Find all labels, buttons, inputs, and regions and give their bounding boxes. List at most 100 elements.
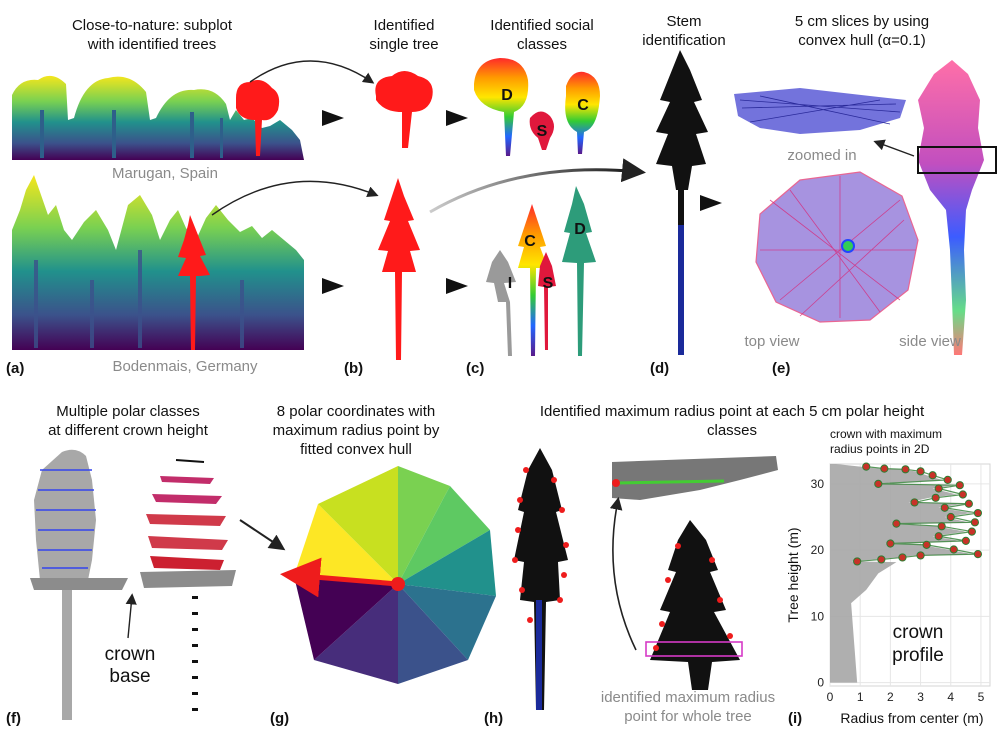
panel-i-label: (i) bbox=[788, 710, 802, 727]
panel-a-title-line2: with identified trees bbox=[87, 36, 216, 53]
crown-base-label-line2: base bbox=[109, 666, 150, 687]
class-label-c-bottom: C bbox=[524, 233, 536, 250]
y-axis-label: Tree height (m) bbox=[785, 527, 801, 622]
max-radius-point bbox=[886, 539, 895, 548]
max-radius-point bbox=[970, 518, 980, 527]
single-tree-conifer bbox=[378, 178, 420, 360]
curved-arrow-b-to-d bbox=[429, 158, 646, 214]
max-radius-point bbox=[934, 532, 943, 541]
class-tree-suppressed-top bbox=[529, 111, 554, 150]
arrow-d-e bbox=[700, 195, 722, 211]
max-radius-point bbox=[916, 551, 925, 560]
max-radius-point bbox=[901, 465, 910, 474]
polar-tree-stem bbox=[62, 580, 72, 720]
class-label-c-top: C bbox=[577, 97, 589, 114]
max-radius-point bbox=[958, 490, 967, 499]
class-tree-dominant-bottom bbox=[562, 186, 596, 356]
max-radius-point bbox=[877, 555, 886, 564]
note-line1: identified maximum radius bbox=[601, 689, 775, 706]
top-view-label: top view bbox=[744, 333, 799, 350]
panel-h: Identified maximum radius point at each … bbox=[484, 403, 925, 727]
x-tick-label: 5 bbox=[978, 690, 985, 704]
max-radius-point bbox=[943, 475, 952, 485]
max-radius-point bbox=[862, 462, 871, 471]
x-tick-label: 4 bbox=[947, 690, 954, 704]
panel-c: Identified social classes D S C C D I S … bbox=[466, 17, 600, 377]
arrow-b-c-top bbox=[446, 110, 468, 126]
slice-max-radius-line bbox=[615, 479, 725, 485]
stem-identified bbox=[678, 225, 684, 355]
panel-f-label: (f) bbox=[6, 710, 21, 727]
slice-side-pointcloud bbox=[612, 456, 778, 500]
marugan-canopy-pointcloud bbox=[12, 75, 304, 160]
panel-a-label: (a) bbox=[6, 360, 24, 377]
max-radius-arrow bbox=[280, 557, 399, 598]
panel-c-title-line1: Identified social bbox=[490, 17, 593, 34]
bodenmais-forest-pointcloud bbox=[12, 175, 304, 350]
tall-tree-stem bbox=[536, 600, 542, 710]
panel-g-title-line2: maximum radius point by bbox=[273, 422, 440, 439]
bodenmais-identified-tree bbox=[178, 215, 210, 350]
polar-center-point bbox=[391, 577, 405, 591]
class-label-i: I bbox=[508, 275, 512, 292]
y-tick-label: 20 bbox=[811, 543, 825, 557]
max-radius-point bbox=[898, 553, 907, 562]
max-radius-point bbox=[973, 550, 983, 559]
x-tick-label: 2 bbox=[887, 690, 894, 704]
side-view-label: side view bbox=[899, 333, 961, 350]
arrow-a-b-top bbox=[322, 110, 344, 126]
panel-g-title-line1: 8 polar coordinates with bbox=[277, 403, 435, 420]
x-tick-label: 1 bbox=[857, 690, 864, 704]
max-radius-point bbox=[973, 508, 983, 518]
class-label-s-bottom: S bbox=[543, 275, 554, 292]
panel-e-title-line2: convex hull (α=0.1) bbox=[798, 32, 926, 49]
profile-label-line2: profile bbox=[892, 645, 944, 666]
panel-h-label: (h) bbox=[484, 710, 503, 727]
x-tick-label: 3 bbox=[917, 690, 924, 704]
arrow-f-g bbox=[239, 519, 286, 551]
polar-sector-wheel bbox=[294, 466, 496, 684]
profile-label-line1: crown bbox=[893, 622, 944, 643]
panel-g: 8 polar coordinates with maximum radius … bbox=[239, 403, 496, 727]
y-tick-label: 10 bbox=[811, 609, 825, 623]
stem-tree-crown bbox=[656, 50, 708, 190]
panel-d-title-line2: identification bbox=[642, 32, 725, 49]
panel-c-label: (c) bbox=[466, 360, 484, 377]
panel-f: Multiple polar classes at different crow… bbox=[6, 403, 236, 727]
panel-d: Stem identification (d) bbox=[642, 13, 725, 377]
panel-e-label: (e) bbox=[772, 360, 790, 377]
x-tick-labels: 0 1 2 3 4 5 bbox=[827, 690, 985, 704]
panel-e: 5 cm slices by using convex hull (α=0.1)… bbox=[734, 13, 997, 377]
whole-tree-max-box bbox=[645, 641, 743, 657]
top-view-center bbox=[841, 239, 855, 253]
single-tree-broadleaf bbox=[375, 71, 433, 148]
y-tick-label: 30 bbox=[811, 477, 825, 491]
arrow-b-c-bottom bbox=[446, 278, 468, 294]
whole-tree-max-points bbox=[653, 543, 733, 651]
class-tree-intermediate bbox=[486, 250, 516, 356]
max-radius-point bbox=[967, 527, 976, 536]
class-label-d-top: D bbox=[501, 87, 513, 104]
max-radius-point bbox=[934, 484, 943, 493]
class-tree-dominant-top bbox=[474, 58, 529, 156]
max-radius-point bbox=[874, 479, 883, 488]
whole-tree-pointcloud bbox=[650, 520, 740, 690]
max-radius-point bbox=[964, 499, 973, 508]
panel-i: crown with maximum radius points in 2D 0… bbox=[785, 427, 991, 727]
panel-b: Identified single tree (b) bbox=[344, 17, 646, 377]
zoomed-in-label: zoomed in bbox=[787, 147, 856, 164]
max-radius-point bbox=[940, 503, 949, 512]
panel-h-title-line2: classes bbox=[707, 422, 757, 439]
polar-slices bbox=[146, 459, 228, 570]
class-tree-codominant-top bbox=[565, 71, 600, 154]
site-label-marugan: Marugan, Spain bbox=[112, 165, 218, 182]
max-radius-point bbox=[955, 481, 964, 490]
zoomed-slice bbox=[734, 88, 906, 134]
polar-tree-crown bbox=[34, 449, 96, 580]
crown-base-plane-right bbox=[140, 570, 236, 588]
crown-base-plane-left bbox=[30, 578, 128, 590]
max-radius-point bbox=[949, 545, 958, 554]
y-tick-label: 0 bbox=[817, 676, 824, 690]
x-axis-label: Radius from center (m) bbox=[840, 710, 983, 726]
